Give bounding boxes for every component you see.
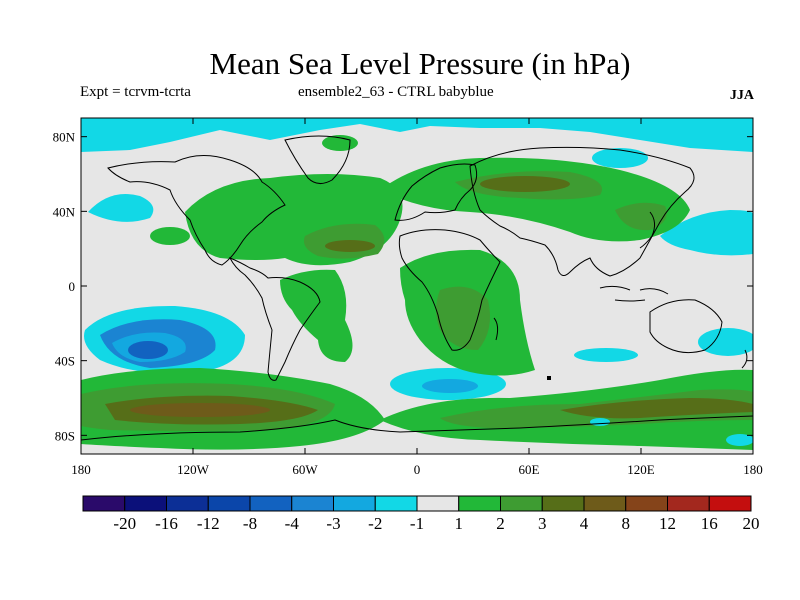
colorbar-swatch: [207, 495, 251, 512]
season-label: JJA: [729, 88, 754, 103]
colorbar: -20 -16 -12 -8 -4 -3 -2 -1 1 2 3 4 8 12 16 20: [82, 495, 760, 533]
atlantic-positive-core: [325, 240, 375, 252]
colorbar-label: -8: [243, 514, 257, 533]
colorbar-swatch: [667, 495, 710, 512]
longitude-axis: 180 120W 60W 0 60E 120E 180: [71, 118, 763, 477]
colorbar-swatch: [416, 495, 460, 512]
negative-patch: [592, 148, 648, 168]
missing-value-dot: [547, 376, 551, 380]
south-atlantic-negative-2: [422, 379, 478, 393]
west-positive-patch: [150, 227, 190, 245]
lat-tick-label: 40N: [53, 204, 76, 219]
lon-tick-label: 120E: [627, 462, 655, 477]
colorbar-label: 2: [496, 514, 505, 533]
colorbar-label: 12: [659, 514, 676, 533]
colorbar-swatch: [458, 495, 501, 512]
colorbar-swatch: [625, 495, 668, 512]
lon-tick-label: 180: [71, 462, 91, 477]
indo-pacific-southern-positive-3: [560, 398, 753, 419]
colorbar-swatch: [333, 495, 376, 512]
colorbar-label: -16: [155, 514, 178, 533]
small-negative-patch: [590, 418, 610, 426]
ice-negative-patch: [726, 434, 753, 446]
colorbar-label: -4: [285, 514, 300, 533]
australia-negative: [698, 328, 753, 356]
colorbar-label: -3: [326, 514, 340, 533]
lon-tick-label: 0: [414, 462, 421, 477]
colorbar-label: 20: [743, 514, 760, 533]
lat-tick-label: 80N: [53, 130, 76, 145]
colorbar-label: 1: [455, 514, 464, 533]
colorbar-label: 8: [622, 514, 631, 533]
colorbar-swatch: [166, 495, 209, 512]
colorbar-swatch: [124, 495, 167, 512]
southern-positive-core: [130, 403, 270, 417]
lon-tick-label: 180: [743, 462, 763, 477]
lat-tick-label: 40S: [55, 354, 75, 369]
colorbar-label: -2: [368, 514, 382, 533]
map-title: Mean Sea Level Pressure (in hPa): [209, 46, 631, 81]
east-asia-positive-2: [615, 202, 667, 231]
lon-tick-label: 120W: [177, 462, 210, 477]
colorbar-label: 16: [701, 514, 718, 533]
pressure-field: [81, 118, 753, 454]
eurasia-positive-core: [480, 176, 570, 192]
lat-tick-label: 80S: [55, 428, 75, 443]
latitude-axis: 80N 40N 0 40S 80S: [53, 130, 753, 443]
north-pacific-negative: [88, 194, 154, 222]
colorbar-swatch: [541, 495, 585, 512]
colorbar-label: 4: [580, 514, 589, 533]
japan-negative: [660, 210, 753, 256]
south-pacific-negative-core: [128, 341, 168, 359]
colorbar-label: -20: [113, 514, 136, 533]
colorbar-swatch: [583, 495, 627, 512]
colorbar-swatch: [291, 495, 334, 512]
lon-tick-label: 60E: [519, 462, 540, 477]
colorbar-swatch: [374, 495, 418, 512]
eurasia-positive: [380, 157, 690, 242]
indian-negative: [574, 348, 638, 362]
south-america-positive: [280, 269, 353, 362]
coastlines: [81, 135, 753, 441]
colorbar-label: -1: [410, 514, 424, 533]
colorbar-swatch: [82, 495, 126, 512]
colorbar-swatch: [708, 495, 752, 512]
colorbar-label: -12: [197, 514, 220, 533]
africa-positive-2: [436, 286, 491, 350]
colorbar-swatch: [500, 495, 543, 512]
experiment-label: Expt = tcrvm-tcrta: [80, 84, 191, 100]
lat-tick-label: 0: [69, 279, 76, 294]
ensemble-label: ensemble2_63 - CTRL babyblue: [298, 84, 494, 100]
arctic-positive-patch: [322, 135, 358, 151]
arctic-negative-region: [81, 118, 753, 152]
colorbar-swatch: [249, 495, 293, 512]
lon-tick-label: 60W: [292, 462, 318, 477]
colorbar-label: 3: [538, 514, 547, 533]
